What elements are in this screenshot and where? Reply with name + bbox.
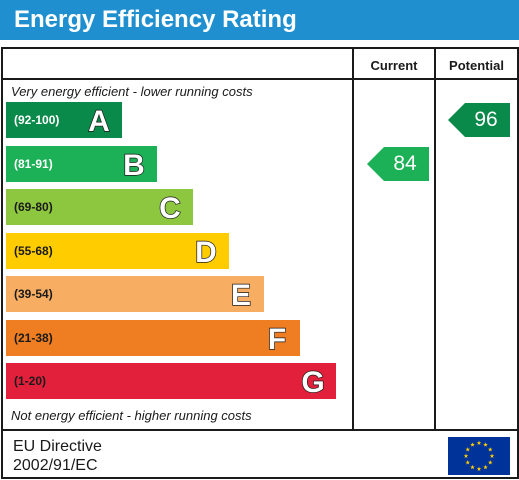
eu-directive-line2: 2002/91/EC [13,457,98,474]
potential-column-header: Potential [449,58,504,73]
potential-arrow-polygon [448,103,510,137]
band-letter-d: D [194,235,217,269]
eu-flag-star [476,466,482,471]
band-a: (92-100) A [6,102,122,139]
band-letter-c: C [158,191,181,225]
current-rating-arrow: 84 [367,147,429,181]
band-letter-text-c: C [159,192,181,225]
band-letter-text-a: A [88,105,110,138]
band-letter-f: F [267,322,287,356]
header-rule [3,78,517,80]
band-range-a: (92-100) [14,113,60,127]
column-divider-current [352,49,354,431]
current-arrow-polygon [367,147,429,181]
top-note: Very energy efficient - lower running co… [11,84,253,99]
page-title: Energy Efficiency Rating [14,6,297,33]
potential-arrow-shape [448,103,510,137]
eu-directive: EU Directive 2002/91/EC [13,437,102,475]
band-range-g: (1-20) [14,374,47,388]
eu-flag-star [470,464,475,470]
eu-flag-star [483,464,488,470]
current-score: 84 [393,152,417,175]
current-arrow-shape [367,147,429,181]
band-range-e: (39-54) [14,287,53,301]
eu-flag-star [487,460,493,465]
bottom-note: Not energy efficient - higher running co… [11,408,252,423]
eu-flag-star [489,453,495,458]
band-letter-g: G [301,365,326,399]
potential-rating-arrow: 96 [448,103,510,137]
band-g: (1-20) G [6,363,336,400]
eu-flag-star [465,460,471,465]
eu-flag-star [470,442,475,447]
band-c: (69-80) C [6,189,193,226]
footer-rule [3,429,517,431]
band-range-d: (55-68) [14,244,53,258]
column-divider-potential [434,49,436,431]
eu-flag-icon [448,437,510,475]
band-letter-b: B [122,148,145,182]
band-b: (81-91) B [6,146,157,183]
band-letter-text-f: F [268,323,286,356]
eu-flag-star [463,453,469,458]
header-bar: Energy Efficiency Rating [0,0,519,40]
potential-score: 96 [474,108,498,131]
current-column-header: Current [370,58,418,73]
band-d: (55-68) D [6,233,229,270]
band-range-f: (21-38) [14,331,53,345]
rating-table: Current Potential Very energy efficient … [1,47,519,479]
eu-flag-star [483,442,488,447]
band-letter-text-g: G [301,366,324,399]
band-range-b: (81-91) [14,157,53,171]
eu-flag-star [487,447,493,452]
band-e: (39-54) E [6,276,264,313]
band-letter-text-d: D [195,236,217,269]
eu-directive-line1: EU Directive [13,438,102,455]
band-letter-e: E [230,278,251,312]
eu-flag-star [465,447,471,452]
band-letter-text-e: E [231,279,251,312]
band-range-c: (69-80) [14,200,53,214]
eu-flag-star [476,440,482,445]
band-letter-a: A [87,104,110,138]
band-f: (21-38) F [6,320,300,357]
band-letter-text-b: B [123,149,145,182]
